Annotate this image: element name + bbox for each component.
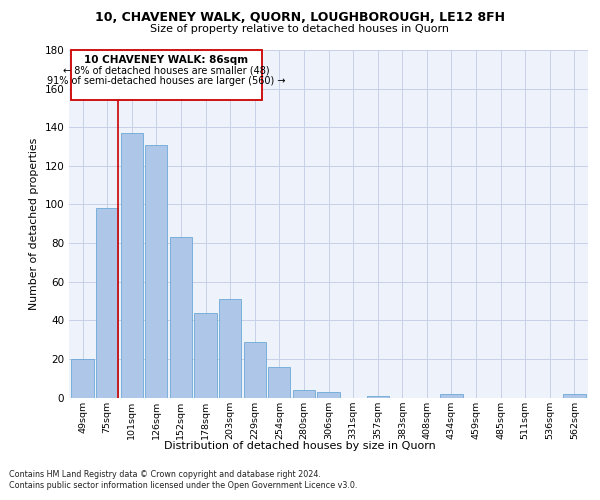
Bar <box>268 366 290 398</box>
Bar <box>219 299 241 398</box>
Text: Contains public sector information licensed under the Open Government Licence v3: Contains public sector information licen… <box>9 481 358 490</box>
Bar <box>244 342 266 398</box>
Bar <box>317 392 340 398</box>
FancyBboxPatch shape <box>71 50 262 100</box>
Bar <box>194 312 217 398</box>
Text: Distribution of detached houses by size in Quorn: Distribution of detached houses by size … <box>164 441 436 451</box>
Text: 10 CHAVENEY WALK: 86sqm: 10 CHAVENEY WALK: 86sqm <box>85 55 248 65</box>
Text: Contains HM Land Registry data © Crown copyright and database right 2024.: Contains HM Land Registry data © Crown c… <box>9 470 321 479</box>
Bar <box>170 238 192 398</box>
Bar <box>440 394 463 398</box>
Text: ← 8% of detached houses are smaller (48): ← 8% of detached houses are smaller (48) <box>63 66 270 76</box>
Text: 91% of semi-detached houses are larger (560) →: 91% of semi-detached houses are larger (… <box>47 76 286 86</box>
Bar <box>121 133 143 398</box>
Bar <box>367 396 389 398</box>
Text: 10, CHAVENEY WALK, QUORN, LOUGHBOROUGH, LE12 8FH: 10, CHAVENEY WALK, QUORN, LOUGHBOROUGH, … <box>95 11 505 24</box>
Bar <box>96 208 118 398</box>
Bar <box>293 390 315 398</box>
Bar <box>71 359 94 398</box>
Text: Size of property relative to detached houses in Quorn: Size of property relative to detached ho… <box>151 24 449 34</box>
Bar <box>145 144 167 398</box>
Y-axis label: Number of detached properties: Number of detached properties <box>29 138 39 310</box>
Bar <box>563 394 586 398</box>
